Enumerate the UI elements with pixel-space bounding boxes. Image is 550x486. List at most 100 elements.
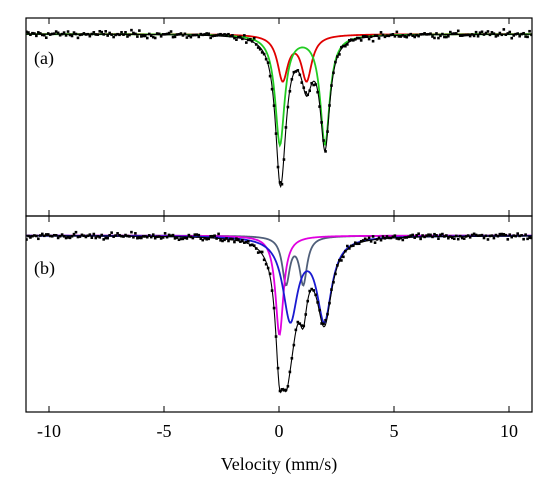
panel-a-data-point [338,53,341,56]
panel-b-data-point [371,235,375,238]
panel-b-data-point [211,234,214,238]
panel-a-data-point [260,51,264,54]
panel-a-data-point [264,57,268,61]
panel-b-data-point [62,235,66,238]
panel-a-data-point [26,30,28,34]
panel-b-data-point [403,236,407,239]
panel-b-data-point [312,289,315,292]
panel-b-data-point [197,233,201,237]
panel-b-data-point [482,236,486,240]
panel-b-data-point [367,236,371,240]
panel-b-data-point [35,234,38,238]
panel-a-data-point [395,30,399,34]
panel-b-plot-area [26,216,532,412]
panel-b-data-point [306,299,310,303]
panel-a-data-point [397,35,401,38]
panel-a-data-point [526,35,529,39]
panel-b-data-point [33,234,36,237]
panel-b-data-point [173,237,177,240]
panel-a-data-point [316,90,319,94]
panel-a-data-point [231,34,234,37]
panel-b-data-point [425,234,428,237]
panel-a-data-point [290,78,294,81]
panel-a-data-point [235,38,238,41]
panel-a-data-point [306,93,310,97]
panel-a-data-point [142,34,145,38]
panel-a-data-point [245,41,248,44]
panel-a-data-point [248,38,252,41]
panel-b-data-point [464,235,468,238]
panel-b-data-point [163,232,167,235]
panel-a-data-point [50,32,54,36]
panel-a-data-point [276,165,280,169]
panel-b-data-point [268,272,272,276]
panel-a-frame [25,17,533,217]
panel-a-data-point [134,32,137,36]
panel-a-fit-envelope [26,33,532,189]
panel-b-data-point [472,232,476,236]
panel-a-data-point [31,31,34,35]
x-tick-label: -10 [37,421,61,441]
panel-a-data-point [387,34,391,38]
panel-b-data-point [296,320,300,324]
panel-b-data-point [456,237,460,241]
panel-b-data-point [254,247,258,250]
panel-a-data-point [330,84,333,87]
panel-b-data-point [52,233,56,237]
panel-a-data-point [54,30,58,33]
panel-b-data-point [126,234,129,238]
panel-b-data-point [504,233,508,237]
panel-a-data-point [181,34,185,37]
panel-a-data-point [363,34,367,38]
panel-a-data-point [66,30,70,33]
panel-a-data-point [239,35,242,39]
panel-b-data-point [68,236,72,240]
panel-a-data-point [126,35,129,38]
panel-b-data-point [431,235,434,239]
panel-a-data-point [350,38,353,41]
panel-b-data-point [250,243,254,247]
panel-b-data-point [292,343,296,347]
panel-a-label: (a) [34,48,54,69]
panel-a-data-point [355,36,359,40]
panel-b-data-point [387,236,391,240]
panel-b-data-point [393,234,397,237]
panel-b-data-point [427,233,430,237]
panel-b-data-point [528,236,531,240]
panel-a-data-point [100,30,104,34]
panel-a-data-point [116,32,119,36]
panel-a-data-point [56,31,60,35]
panel-a-data-point [52,32,56,35]
panel-a-data-point [35,34,38,38]
panel-b-data-point [31,234,34,238]
panel-a-data-point [393,35,397,38]
panel-b-data-point [284,388,288,392]
panel-b-data-point [286,385,290,388]
panel-a-data-point [201,33,205,37]
panel-a-data-point [429,32,432,35]
panel-b-data-point [60,233,64,236]
panel-b-data-point [310,287,313,291]
panel-b-data-point [48,234,52,238]
panel-b-data-point [516,232,519,235]
panel-a-data-point [177,33,181,36]
panel-a-data-point [292,70,296,74]
panel-b-data-point [288,370,292,374]
panel-a-data-point [371,39,375,43]
panel-b-data-point [494,233,498,237]
panel-a-data-point [304,91,308,94]
panel-a-data-point [506,32,510,35]
panel-a-data-point [128,33,131,37]
panel-a-data-point [500,33,504,37]
panel-a-data-point [419,33,422,36]
panel-a-data-point [482,33,486,36]
panel-a-data-point [193,33,197,37]
panel-a-data-point [401,34,405,37]
panel-a-data-point [195,33,199,37]
panel-a-data-point [108,31,111,35]
panel-a-data-point [243,34,246,37]
panel-a-data-point [320,121,323,124]
panel-b-data-point [460,236,464,240]
panel-a-data-point [98,29,102,33]
panel-b-data-point [70,234,74,238]
